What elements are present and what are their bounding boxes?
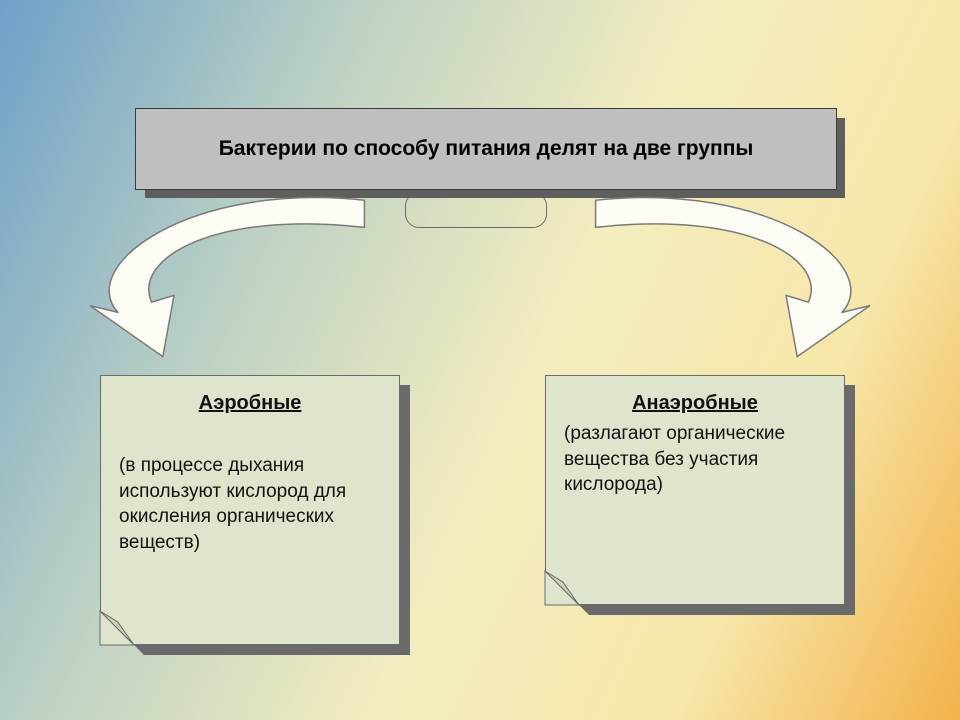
note-left: Аэробные (в процессе дыхания используют …	[100, 375, 400, 645]
note-right-body: (разлагают органические вещества без уча…	[564, 421, 826, 498]
curved-arrow-right-icon	[590, 190, 870, 360]
note-right-dogear-icon	[544, 570, 580, 606]
header-box: Бактерии по способу питания делят на две…	[135, 108, 837, 190]
note-left-body: (в процессе дыхания используют кислород …	[119, 453, 381, 556]
note-right: Анаэробные (разлагают органические вещес…	[545, 375, 845, 605]
note-left-dogear-icon	[99, 610, 135, 646]
note-left-title: Аэробные	[119, 392, 381, 415]
curved-arrow-left-icon	[90, 190, 370, 360]
header-text: Бактерии по способу питания делят на две…	[219, 137, 754, 161]
note-right-title: Анаэробные	[564, 392, 826, 415]
diagram-stage: Бактерии по способу питания делят на две…	[0, 0, 960, 720]
